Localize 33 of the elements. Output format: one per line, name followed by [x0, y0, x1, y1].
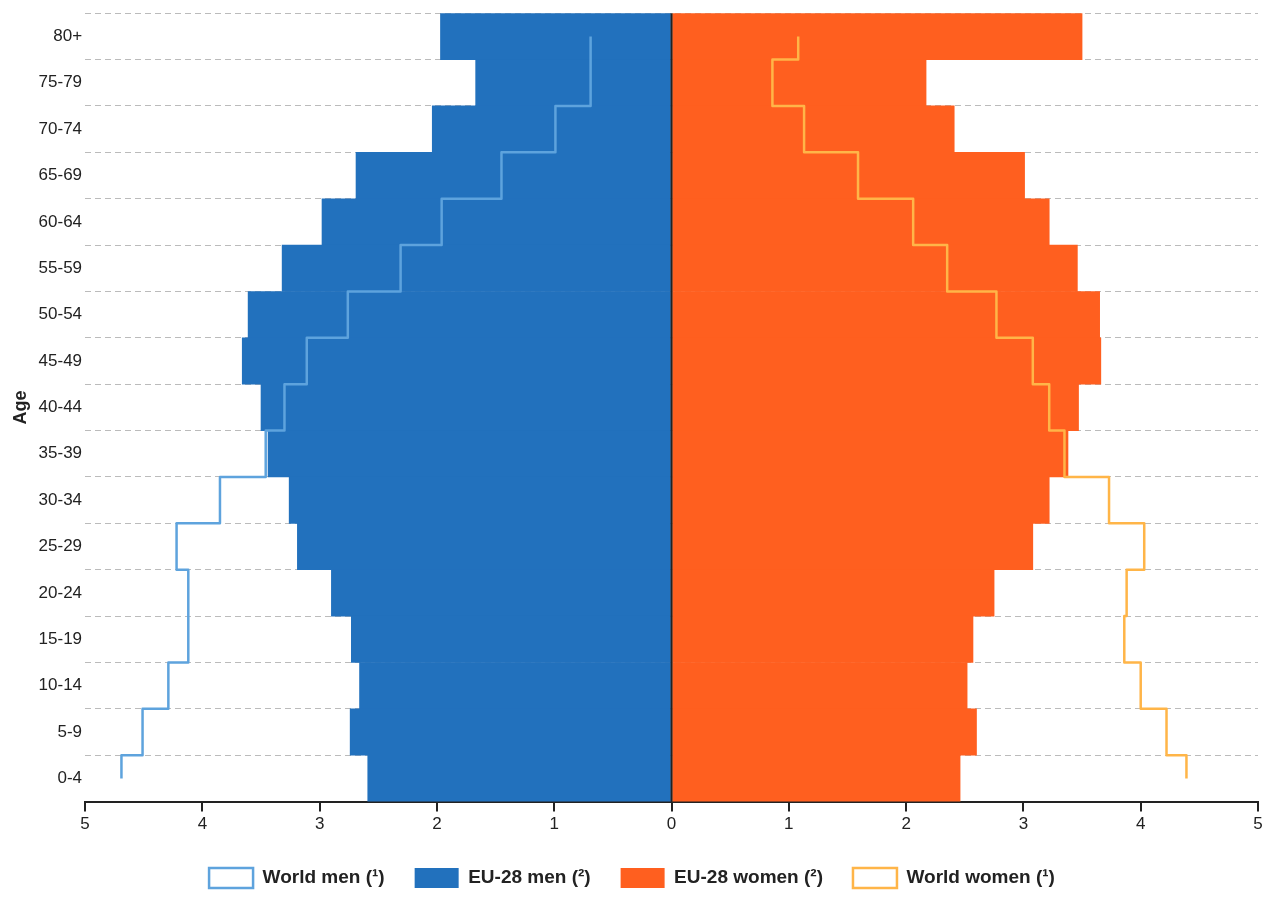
x-tick-label: 1 — [549, 814, 559, 834]
x-tick-label: 1 — [784, 814, 794, 834]
y-tick-label: 5-9 — [57, 721, 83, 741]
legend-label: EU-28 women (²) — [674, 866, 823, 888]
x-tick-label: 3 — [1018, 814, 1029, 834]
y-tick-label: 55-59 — [38, 257, 83, 277]
y-tick-label: 20-24 — [38, 582, 83, 602]
x-tick-label: 4 — [1135, 814, 1146, 834]
y-tick-label: 80+ — [53, 26, 83, 46]
y-tick-label: 70-74 — [38, 118, 83, 138]
x-tick-label: 2 — [432, 814, 442, 834]
y-tick-label: 35-39 — [38, 443, 83, 463]
legend-label: World men (¹) — [262, 866, 385, 888]
y-tick-label: 45-49 — [38, 350, 83, 370]
y-tick-label: 60-64 — [38, 211, 83, 231]
y-axis-title: Age — [9, 390, 30, 425]
y-tick-label: 15-19 — [38, 628, 83, 648]
x-tick-label: 4 — [197, 814, 208, 834]
y-tick-label: 75-79 — [38, 72, 83, 92]
x-tick-label: 3 — [314, 814, 325, 834]
y-tick-label: 50-54 — [38, 304, 83, 324]
y-tick-label: 30-34 — [38, 489, 83, 509]
y-tick-label: 65-69 — [38, 165, 83, 185]
y-tick-label: 10-14 — [38, 675, 83, 695]
x-tick-label: 5 — [1253, 814, 1263, 834]
y-tick-label: 40-44 — [38, 397, 83, 417]
x-tick-label: 0 — [666, 814, 677, 834]
legend-label: EU-28 men (²) — [468, 866, 591, 888]
y-tick-label: 25-29 — [38, 536, 83, 556]
y-tick-label: 0-4 — [57, 768, 83, 788]
x-tick-label: 2 — [901, 814, 911, 834]
x-tick-label: 5 — [80, 814, 90, 834]
legend-label: World women (¹) — [906, 866, 1055, 888]
